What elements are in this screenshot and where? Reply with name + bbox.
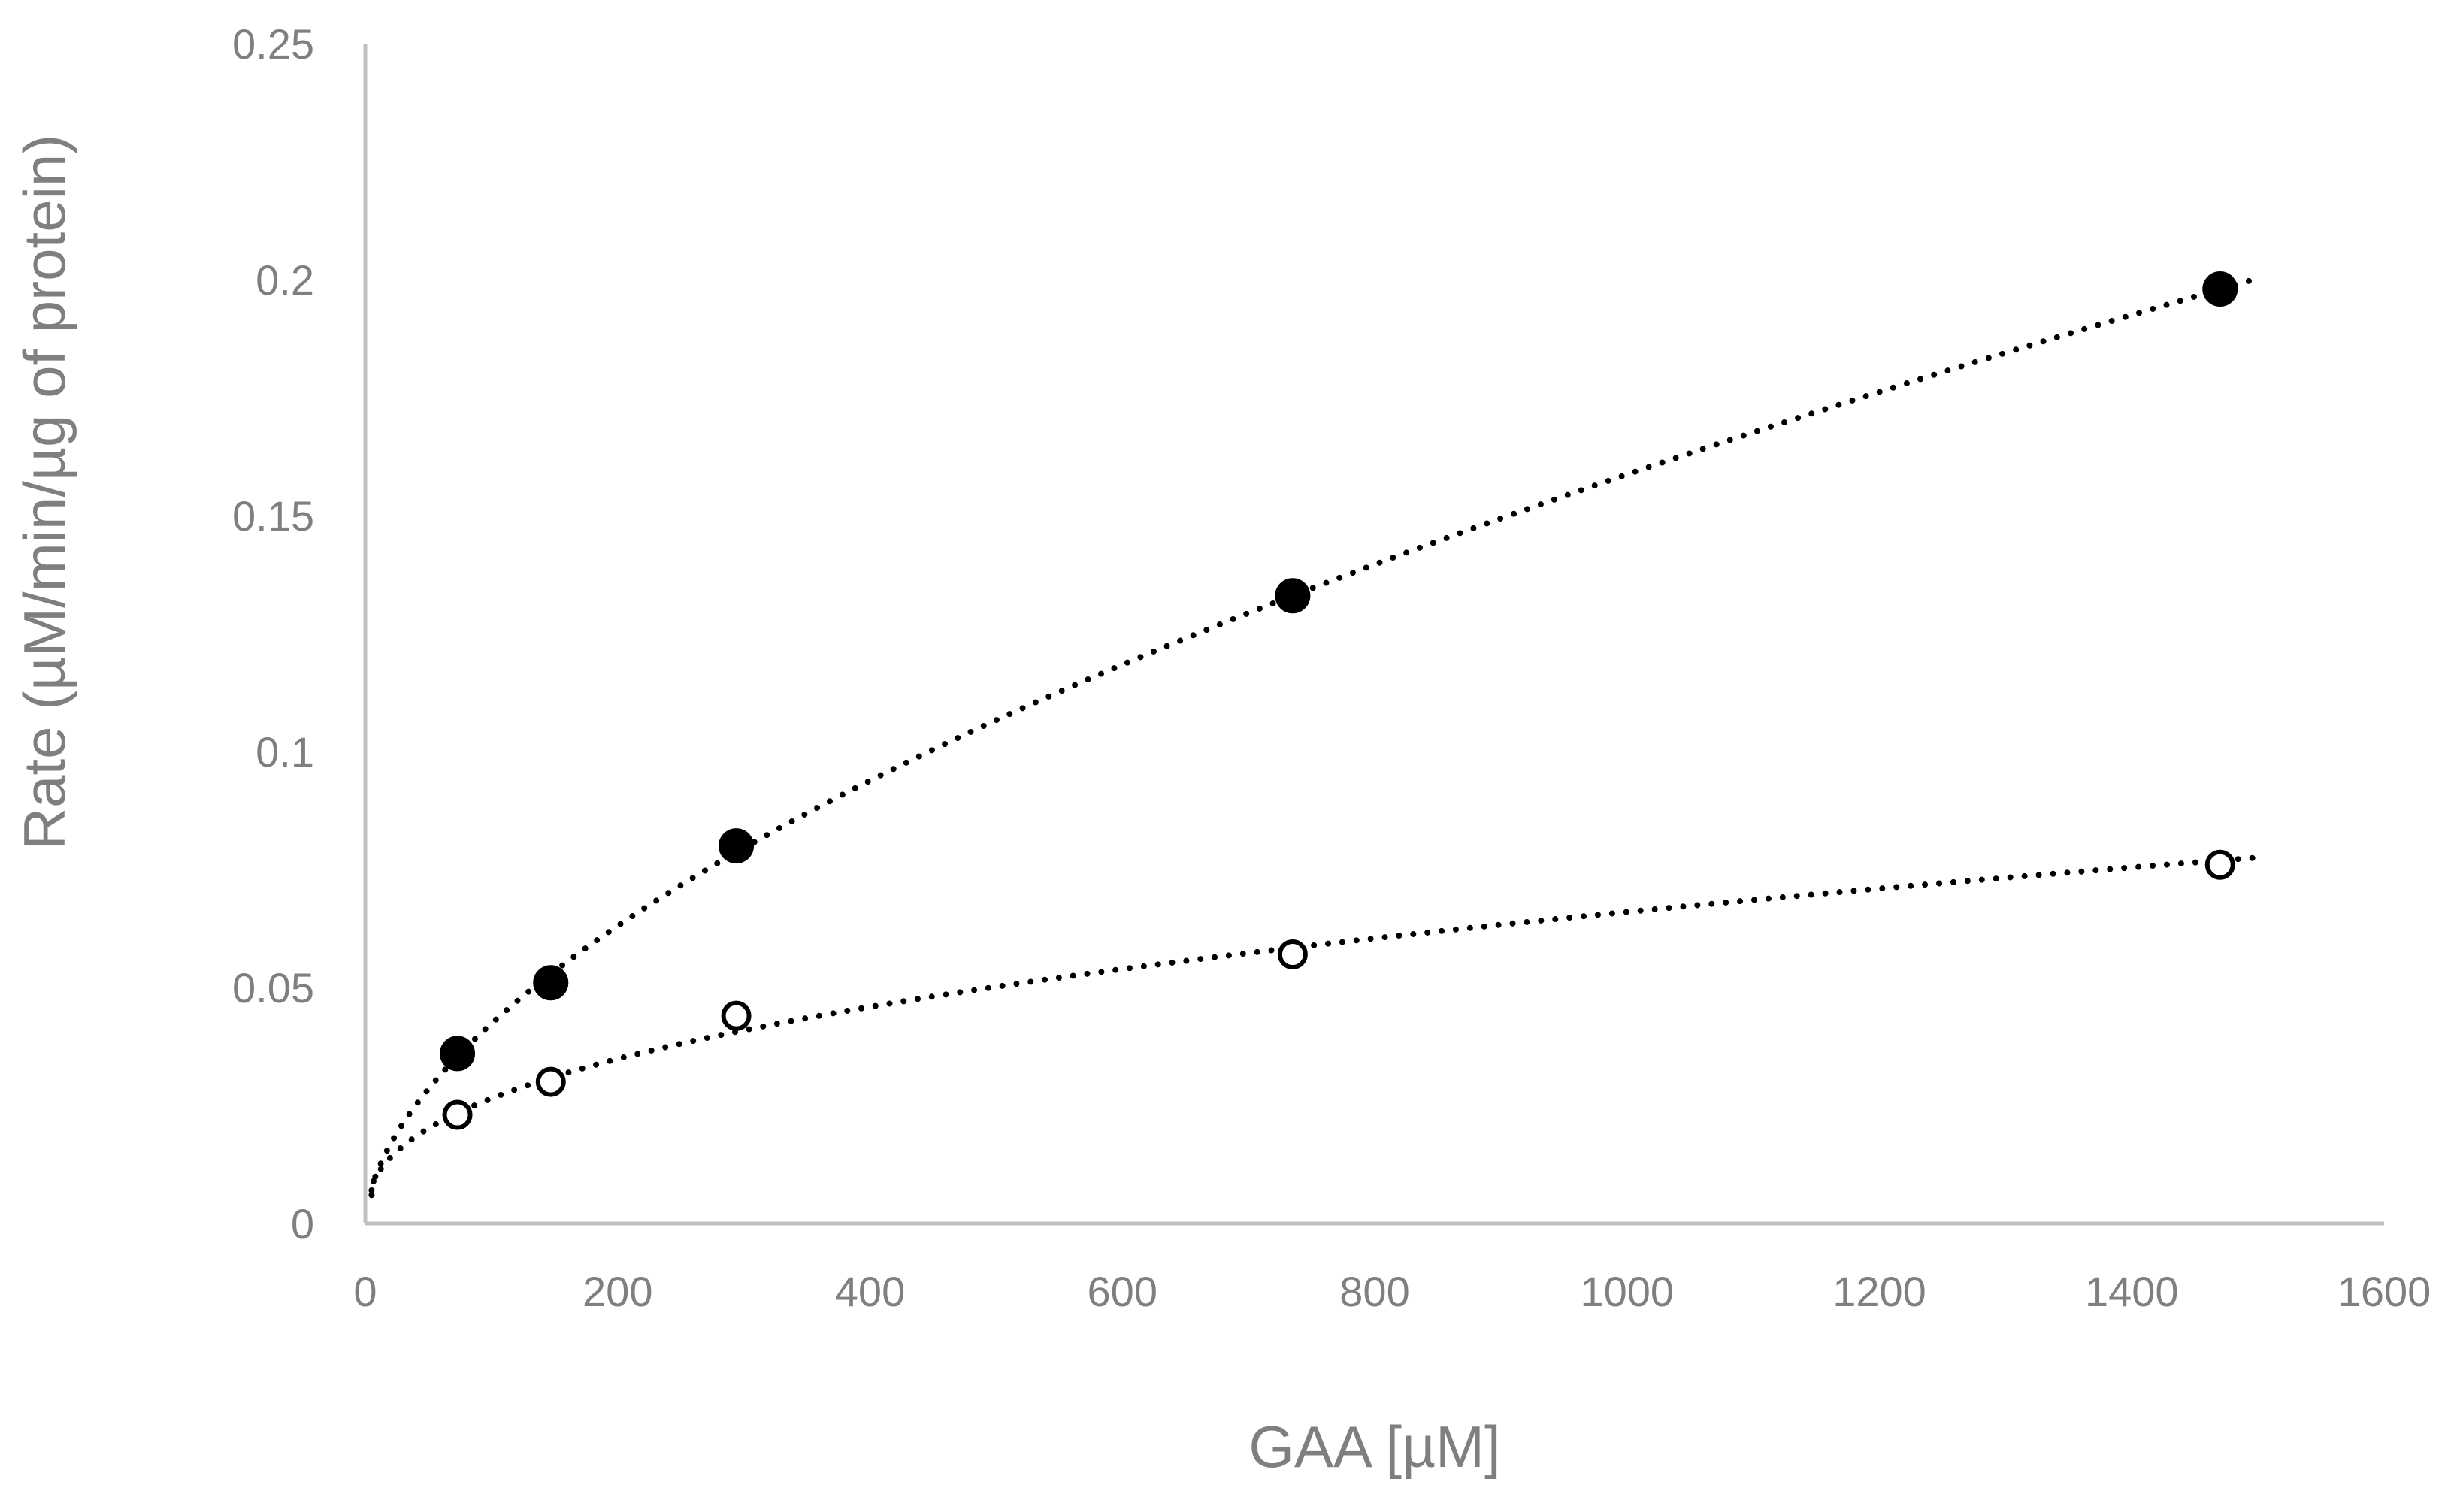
- x-tick-label: 200: [582, 1268, 652, 1315]
- x-tick-label: 1600: [2337, 1268, 2431, 1315]
- y-tick-label: 0: [291, 1200, 314, 1247]
- x-tick-label: 1200: [1832, 1268, 1926, 1315]
- open-data-point: [1277, 939, 1308, 970]
- trendlines: [368, 275, 2262, 1199]
- x-axis-title: GAA [µM]: [1248, 1414, 1500, 1480]
- y-tick-label: 0.05: [232, 964, 314, 1012]
- x-tick-label: 1400: [2085, 1268, 2179, 1315]
- axes: [363, 44, 2384, 1226]
- open-data-point: [2204, 849, 2235, 880]
- y-tick-label: 0.15: [232, 492, 314, 540]
- y-axis-title: Rate (µM/min/µg of protein): [11, 135, 77, 851]
- filled-data-point: [719, 828, 755, 864]
- filled-data-point: [533, 965, 569, 1001]
- filled-data-point: [440, 1036, 476, 1072]
- filled-data-point: [1275, 578, 1311, 614]
- y-tick-label: 0.2: [256, 256, 314, 304]
- x-tick-label: 400: [835, 1268, 905, 1315]
- y-tick-labels: 0 0.05 0.1 0.15 0.2 0.25: [232, 20, 314, 1247]
- open-data-point: [442, 1099, 473, 1130]
- y-tick-label: 0.1: [256, 728, 314, 776]
- x-tick-label: 600: [1088, 1268, 1157, 1315]
- x-tick-label: 0: [353, 1268, 377, 1315]
- x-tick-label: 800: [1339, 1268, 1409, 1315]
- trendline-series-1: [368, 275, 2262, 1193]
- x-tick-label: 1000: [1580, 1268, 1674, 1315]
- trendline-series-2: [368, 854, 2262, 1199]
- open-data-point: [535, 1066, 566, 1097]
- x-tick-labels: 0 200 400 600 800 1000 1200 1400 1600: [353, 1268, 2431, 1315]
- data-points: [440, 271, 2238, 1130]
- filled-data-point: [2202, 271, 2238, 307]
- open-data-point: [721, 1000, 752, 1031]
- y-tick-label: 0.25: [232, 20, 314, 68]
